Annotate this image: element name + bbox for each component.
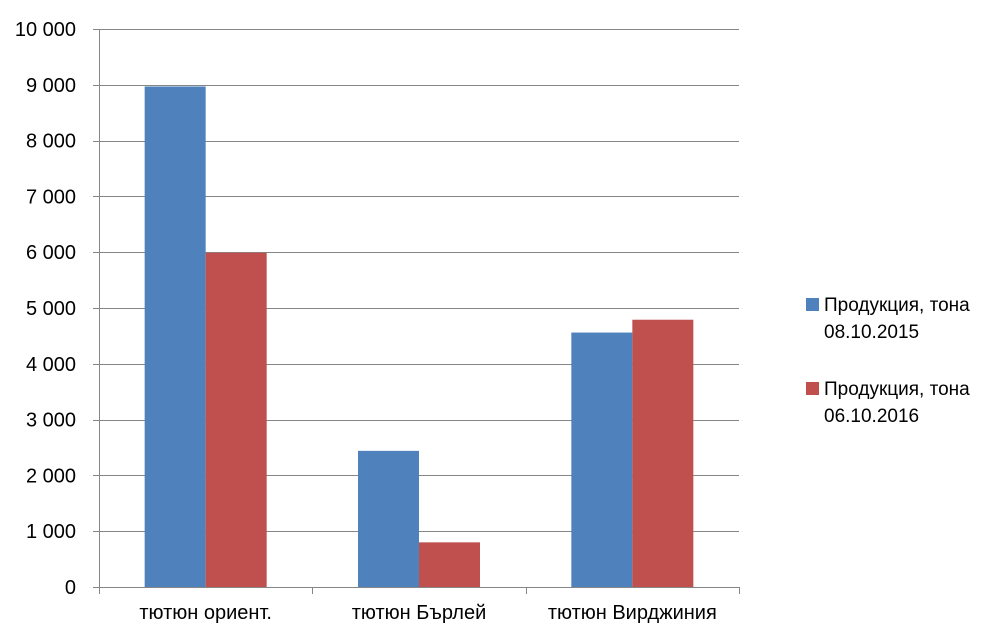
y-tick-label: 2 000 — [26, 465, 76, 487]
bar-series-2 — [419, 542, 480, 587]
y-tick-label: 10 000 — [15, 19, 76, 41]
x-tick-labels: тютюн ориент. тютюн Бърлей тютюн Вирджиния — [139, 602, 716, 624]
x-tick-label: тютюн Бърлей — [352, 602, 487, 624]
legend-item-series-1: Продукция, тона 08.10.2015 — [806, 292, 996, 346]
y-tick-label: 6 000 — [26, 242, 76, 264]
y-tick-label: 8 000 — [26, 131, 76, 153]
bar-series-1 — [358, 450, 419, 587]
axes — [93, 29, 740, 594]
y-tick-label: 3 000 — [26, 410, 76, 432]
y-tick-label: 7 000 — [26, 186, 76, 208]
bar-series-1 — [144, 86, 206, 587]
legend-label-line-2: 06.10.2016 — [824, 406, 920, 427]
legend: Продукция, тона 08.10.2015 Продукция, то… — [806, 292, 996, 460]
legend-swatch-series-2 — [806, 382, 819, 395]
legend-item-series-2: Продукция, тона 06.10.2016 — [806, 376, 996, 430]
y-tick-labels: 0 1 000 2 000 3 000 4 000 5 000 6 000 7 000 8 00… — [15, 19, 76, 599]
y-tick-label: 4 000 — [26, 354, 76, 376]
bar-series-1 — [571, 332, 633, 587]
legend-label-line-2: 08.10.2015 — [824, 322, 920, 343]
x-tick-label: тютюн ориент. — [139, 602, 272, 624]
y-tick-label: 9 000 — [26, 75, 76, 97]
y-tick-label: 1 000 — [26, 521, 76, 543]
y-tick-label: 5 000 — [26, 298, 76, 320]
legend-swatch-series-1 — [806, 298, 819, 311]
legend-label-series-1: Продукция, тона 08.10.2015 — [824, 292, 970, 346]
legend-label-series-2: Продукция, тона 06.10.2016 — [824, 376, 970, 430]
x-tick-label: тютюн Вирджиния — [548, 602, 717, 624]
bar-series-2 — [632, 319, 694, 587]
legend-label-line-1: Продукция, тона — [824, 295, 970, 316]
bars — [144, 86, 694, 587]
y-tick-label: 0 — [65, 577, 76, 599]
legend-label-line-1: Продукция, тона — [824, 379, 970, 400]
bar-series-2 — [205, 252, 267, 587]
